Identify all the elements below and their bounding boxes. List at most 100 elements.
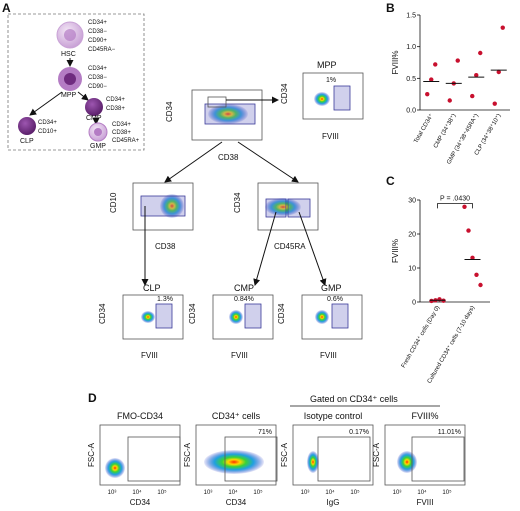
chart-b-ytick-label: 0.5: [406, 76, 416, 83]
flow-d2-gate: [224, 436, 278, 482]
chart-c-pvalue: P = .0430: [440, 195, 470, 202]
arrow-cd45ra-cmp: [253, 211, 277, 286]
chart-b-ytick-label: 1.5: [406, 13, 416, 20]
flow-top-density: [208, 104, 248, 124]
panel-label-c: C: [386, 174, 395, 188]
flow-d1-xtick-label: 10³: [108, 490, 117, 496]
arrow-top-cd45ra: [237, 141, 299, 183]
panel-label-d: D: [88, 391, 97, 405]
flow-cmp-xlabel: FVIII: [231, 351, 248, 360]
chart-c-ytick-label: 30: [408, 198, 416, 205]
chart-b-point: [500, 25, 505, 30]
flow-d4-xtick-label: 10³: [393, 490, 402, 496]
clp-marker-1: CD34+: [38, 120, 57, 126]
gated-label: Gated on CD34⁺ cells: [310, 394, 398, 404]
flow-d3-density: [307, 451, 319, 473]
mpp-cell: [58, 67, 82, 91]
chart-b-ytick-label: 0.0: [406, 108, 416, 115]
chart-b-point: [478, 50, 483, 56]
flow-mpp-xlabel: FVIII: [322, 132, 339, 141]
flow-mpp: MPP 1% FVIII CD34: [280, 60, 364, 141]
flow-clp-density: [141, 311, 155, 323]
hsc-label: HSC: [61, 51, 76, 58]
flow-cd45ra: CD45RA CD34: [233, 182, 319, 251]
chart-c-category-label: Fresh CD34⁺ cells (Day 0): [400, 305, 441, 370]
cmp-cell: [85, 98, 103, 116]
flow-d4-xlabel: FVIII: [417, 498, 434, 507]
flow-top-xlabel: CD38: [218, 153, 239, 162]
flow-gmp-title: GMP: [321, 283, 342, 293]
flow-d3-gate: [317, 436, 371, 482]
hsc-marker-4: CD45RA−: [88, 47, 116, 53]
chart-c-ytick-label: 20: [408, 232, 416, 239]
flow-cd10-ylabel: CD10: [109, 192, 118, 213]
flow-d3-pct: 0.17%: [349, 429, 369, 436]
flow-d2-title: CD34⁺ cells: [212, 411, 261, 421]
hsc-marker-2: CD38−: [88, 29, 107, 35]
chart-b-point: [425, 91, 430, 97]
flow-d3-frame: [292, 424, 374, 486]
chart-c-point: [437, 297, 442, 302]
chart-c-point: [429, 298, 434, 304]
chart-b-category-label: Total CD34⁺: [412, 113, 434, 145]
flow-cmp-ylabel: CD34: [188, 303, 197, 324]
panel-d-plots: FMO-CD34 10³ 10⁴ 10⁵ CD34 FSC-A CD34⁺ cells 71%…: [87, 411, 466, 507]
flow-d3-title: Isotype control: [304, 411, 363, 421]
chart-c-point: [462, 204, 467, 209]
chart-b-category-label: CMP (34⁺38⁺): [432, 113, 457, 150]
flow-cd10-density: [160, 194, 184, 218]
clp-cell: [18, 117, 36, 135]
flow-d3-xlabel: IgG: [327, 498, 340, 507]
cmp-marker-2: CD38+: [106, 106, 125, 112]
chart-c-ytick-label: 0: [412, 300, 416, 307]
gmp-label: GMP: [90, 143, 106, 150]
arrow-mpp-clp: [29, 91, 63, 116]
chart-b-point: [492, 101, 497, 106]
flow-d3-xtick-label: 10⁴: [325, 489, 335, 496]
flow-d1-xtick-label: 10⁴: [132, 489, 142, 496]
flow-clp-xlabel: FVIII: [141, 351, 158, 360]
clp-label: CLP: [20, 138, 34, 145]
flow-top-ylabel: CD34: [165, 101, 174, 122]
mpp-marker-1: CD34+: [88, 66, 107, 72]
flow-cmp-title: CMP: [234, 283, 254, 293]
flow-d3-xtick-label: 10⁵: [350, 489, 360, 496]
gmp-marker-2: CD38+: [112, 130, 131, 136]
chart-b-ylabel: FVIII%: [391, 50, 400, 74]
flow-cd45ra-ylabel: CD34: [233, 192, 242, 213]
flow-d4-frame: [384, 424, 466, 486]
cmp-marker-1: CD34+: [106, 97, 125, 103]
gmp-cell: [88, 122, 108, 142]
flow-d2-density: [204, 450, 264, 474]
flow-mpp-ylabel: CD34: [280, 83, 289, 104]
flow-clp-ylabel: CD34: [98, 303, 107, 324]
flow-gmp-xlabel: FVIII: [320, 351, 337, 360]
chart-c-ytick-label: 10: [408, 266, 416, 273]
clp-marker-2: CD10+: [38, 129, 57, 135]
flow-mpp-frame: [302, 72, 364, 120]
flow-d4-pct: 11.01%: [438, 429, 461, 436]
chart-b-point: [470, 93, 475, 99]
chart-c-point: [466, 228, 471, 233]
chart-c-ylabel: FVIII%: [391, 239, 400, 263]
flow-clp-gate: [155, 303, 173, 329]
hierarchy-box: [7, 13, 145, 151]
flow-cd10-gate: [140, 195, 186, 217]
flow-d1-xlabel: CD34: [130, 498, 151, 507]
flow-cd10: CD38 CD10: [109, 182, 194, 251]
flow-cd45ra-density: [265, 198, 301, 216]
chart-b-point: [429, 77, 434, 82]
mpp-label: MPP: [61, 92, 77, 99]
flow-cd10-xlabel: CD38: [155, 242, 176, 251]
arrow-top-cd10: [164, 141, 223, 183]
flow-mpp-gate: [333, 85, 351, 111]
chart-b-point: [433, 62, 438, 67]
flow-cmp-pct: 0.84%: [234, 296, 254, 303]
flow-d3-xtick-label: 10³: [301, 490, 310, 496]
hsc-cell: [56, 21, 84, 49]
panel-label-b: B: [386, 1, 395, 15]
flow-d2-pct: 71%: [258, 429, 272, 436]
chart-b-point: [496, 69, 501, 75]
flow-d2-ylabel: FSC-A: [183, 442, 192, 467]
